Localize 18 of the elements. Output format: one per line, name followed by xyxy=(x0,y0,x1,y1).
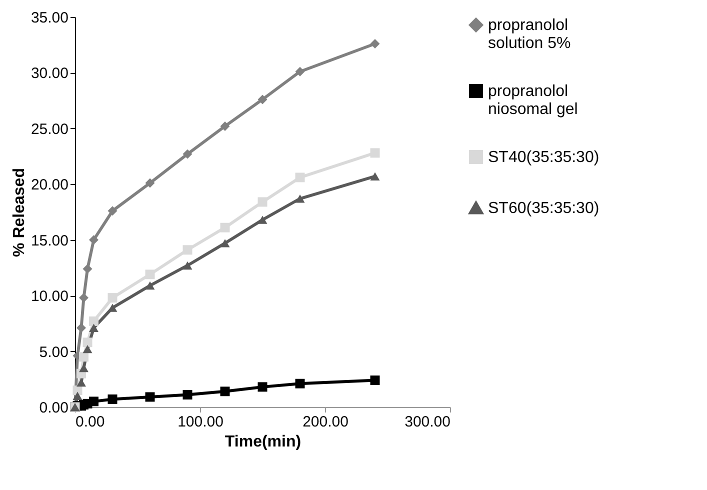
x-tick-label: 100.00 xyxy=(178,414,224,430)
y-tick-label: 0.00 xyxy=(39,400,68,416)
legend-label: propranolol solution 5% xyxy=(488,17,571,52)
x-tick-label: 200.00 xyxy=(302,414,348,430)
legend-label: propranolol niosomal gel xyxy=(488,83,578,118)
legend-label: ST40(35:35:30) xyxy=(488,149,600,166)
y-tick-label: 30.00 xyxy=(30,65,68,82)
y-tick-label: 25.00 xyxy=(30,120,68,138)
y-tick-label: 5.00 xyxy=(39,344,68,361)
y-axis-title: % Released xyxy=(10,168,28,257)
y-tick-label: 35.00 xyxy=(30,10,68,26)
legend-label: ST60(35:35:30) xyxy=(488,200,600,217)
y-tick-label: 10.00 xyxy=(30,288,68,306)
x-axis-title: Time(min) xyxy=(224,434,302,450)
y-tick-label: 15.00 xyxy=(30,232,68,250)
x-tick-label: 0.00 xyxy=(76,414,105,430)
x-tick-label: 300.00 xyxy=(404,414,450,430)
y-tick-label: 20.00 xyxy=(30,176,68,194)
